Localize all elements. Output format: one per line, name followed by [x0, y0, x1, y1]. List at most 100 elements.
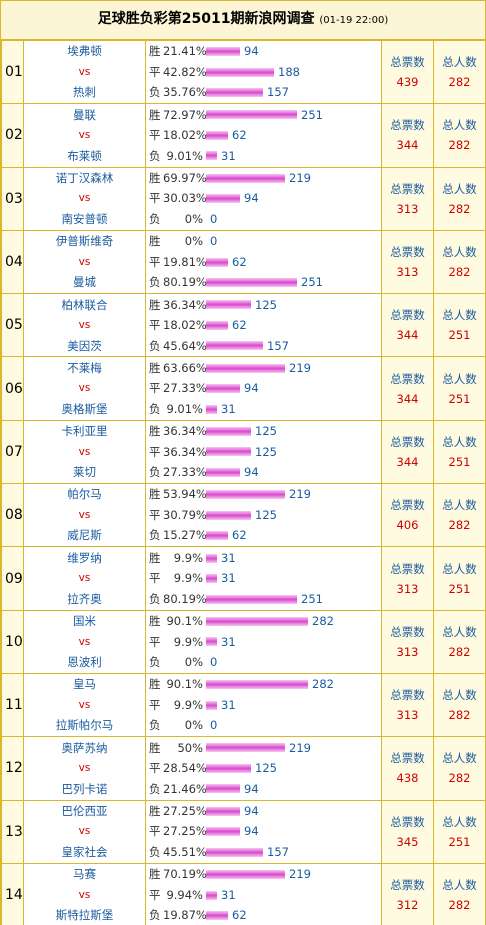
lose-percent: 35.76% — [163, 85, 207, 100]
total-votes-label: 总票数 — [390, 245, 425, 260]
total-people-cell: 总人数 282 — [433, 103, 486, 168]
away-team-link[interactable]: 拉齐奥 — [67, 591, 102, 606]
total-votes-cell: 总票数 344 — [381, 356, 434, 421]
lose-count: 157 — [267, 844, 289, 859]
lose-stat: 负 19.87% 62 — [149, 905, 381, 925]
vote-stats: 胜 27.25% 94 平 27.25% 94 负 45.51% 157 — [145, 799, 382, 864]
home-team-link[interactable]: 诺丁汉森林 — [55, 170, 114, 185]
total-votes-label: 总票数 — [390, 55, 425, 70]
total-people-label: 总人数 — [442, 751, 477, 766]
away-team-link[interactable]: 威尼斯 — [67, 528, 102, 543]
draw-percent: 9.9% — [173, 697, 203, 712]
home-team-link[interactable]: 卡利亚里 — [61, 424, 108, 439]
lose-stat: 负 0% 0 — [149, 209, 381, 230]
lose-count: 31 — [221, 148, 236, 163]
total-votes-value: 313 — [396, 201, 419, 216]
home-team-link[interactable]: 国米 — [73, 614, 96, 629]
home-team-link[interactable]: 巴伦西亚 — [61, 803, 108, 818]
win-label: 胜 — [149, 740, 161, 755]
lose-bar — [206, 151, 217, 161]
total-people-value: 282 — [448, 265, 471, 280]
match-row: 04 伊普斯维奇 vs 曼城 胜 0% 0 平 19.81% 62 负 80.1… — [1, 229, 486, 295]
win-count: 282 — [312, 677, 334, 692]
draw-count: 62 — [232, 128, 247, 143]
draw-count: 94 — [244, 824, 259, 839]
draw-percent: 18.02% — [163, 128, 207, 143]
match-number: 02 — [1, 103, 24, 168]
draw-label: 平 — [149, 128, 161, 143]
win-count: 125 — [255, 297, 277, 312]
lose-percent: 27.33% — [163, 465, 207, 480]
away-team-link[interactable]: 热刺 — [73, 85, 96, 100]
away-team-link[interactable]: 美因茨 — [67, 338, 102, 353]
vs-label: vs — [78, 508, 91, 521]
match-row: 06 不莱梅 vs 奥格斯堡 胜 63.66% 219 平 27.33% 94 … — [1, 356, 486, 421]
draw-stat: 平 9.94% 31 — [149, 885, 381, 906]
total-people-value: 251 — [448, 391, 471, 406]
draw-bar — [206, 320, 228, 330]
away-team-link[interactable]: 南安普顿 — [61, 211, 108, 226]
home-team-link[interactable]: 埃弗顿 — [67, 44, 102, 59]
total-votes-value: 313 — [396, 581, 419, 596]
match-teams: 曼联 vs 布莱顿 — [23, 103, 146, 168]
vs-label: vs — [78, 65, 91, 78]
vs-label: vs — [78, 255, 91, 268]
draw-stat: 平 9.9% 31 — [149, 695, 381, 716]
vs-label: vs — [78, 192, 91, 205]
total-people-cell: 总人数 282 — [433, 736, 486, 801]
win-bar — [206, 363, 285, 373]
home-team-link[interactable]: 皇马 — [73, 677, 96, 692]
total-votes-label: 总票数 — [390, 878, 425, 892]
lose-stat: 负 80.19% 251 — [149, 589, 381, 610]
draw-label: 平 — [149, 191, 161, 206]
away-team-link[interactable]: 奥格斯堡 — [61, 401, 108, 416]
home-team-link[interactable]: 帕尔马 — [67, 487, 102, 502]
home-team-link[interactable]: 不莱梅 — [67, 360, 102, 375]
match-number: 05 — [1, 293, 24, 358]
vs-label: vs — [78, 888, 91, 901]
lose-label: 负 — [149, 844, 161, 859]
lose-label: 负 — [149, 908, 161, 923]
total-votes-label: 总票数 — [390, 118, 425, 133]
total-people-cell: 总人数 282 — [433, 483, 486, 548]
lose-bar — [206, 467, 240, 477]
total-votes-label: 总票数 — [390, 814, 425, 829]
lose-percent: 9.01% — [166, 148, 203, 163]
draw-stat: 平 27.25% 94 — [149, 821, 381, 842]
total-votes-value: 313 — [396, 644, 419, 659]
lose-count: 251 — [301, 275, 323, 290]
draw-count: 62 — [232, 318, 247, 333]
win-stat: 胜 0% 0 — [149, 231, 381, 252]
lose-stat: 负 0% 0 — [149, 715, 381, 736]
vs-label: vs — [78, 445, 91, 458]
match-row: 13 巴伦西亚 vs 皇家社会 胜 27.25% 94 平 27.25% 94 … — [1, 799, 486, 864]
total-votes-cell: 总票数 406 — [381, 483, 434, 548]
total-votes-label: 总票数 — [390, 498, 425, 513]
win-stat: 胜 70.19% 219 — [149, 864, 381, 885]
away-team-link[interactable]: 曼城 — [73, 275, 96, 290]
home-team-link[interactable]: 维罗纳 — [67, 550, 102, 565]
draw-stat: 平 42.82% 188 — [149, 62, 381, 83]
draw-label: 平 — [149, 571, 161, 586]
lose-count: 157 — [267, 338, 289, 353]
away-team-link[interactable]: 布莱顿 — [67, 148, 102, 163]
home-team-link[interactable]: 奥萨苏纳 — [61, 740, 108, 755]
away-team-link[interactable]: 莱切 — [73, 465, 96, 480]
home-team-link[interactable]: 马赛 — [73, 867, 96, 882]
away-team-link[interactable]: 恩波利 — [67, 655, 102, 670]
draw-count: 31 — [221, 571, 236, 586]
total-votes-cell: 总票数 438 — [381, 736, 434, 801]
vote-stats: 胜 21.41% 94 平 42.82% 188 负 35.76% 157 — [145, 39, 382, 105]
home-team-link[interactable]: 伊普斯维奇 — [55, 234, 114, 249]
vs-label: vs — [78, 382, 91, 395]
draw-percent: 28.54% — [163, 761, 207, 776]
away-team-link[interactable]: 皇家社会 — [61, 844, 108, 859]
vote-stats: 胜 63.66% 219 平 27.33% 94 负 9.01% 31 — [145, 356, 382, 421]
home-team-link[interactable]: 曼联 — [73, 107, 96, 122]
lose-stat: 负 21.46% 94 — [149, 779, 381, 800]
home-team-link[interactable]: 柏林联合 — [61, 297, 108, 312]
away-team-link[interactable]: 斯特拉斯堡 — [55, 908, 114, 923]
away-team-link[interactable]: 巴列卡诺 — [61, 781, 108, 796]
away-team-link[interactable]: 拉斯帕尔马 — [55, 718, 114, 733]
total-votes-cell: 总票数 344 — [381, 419, 434, 485]
